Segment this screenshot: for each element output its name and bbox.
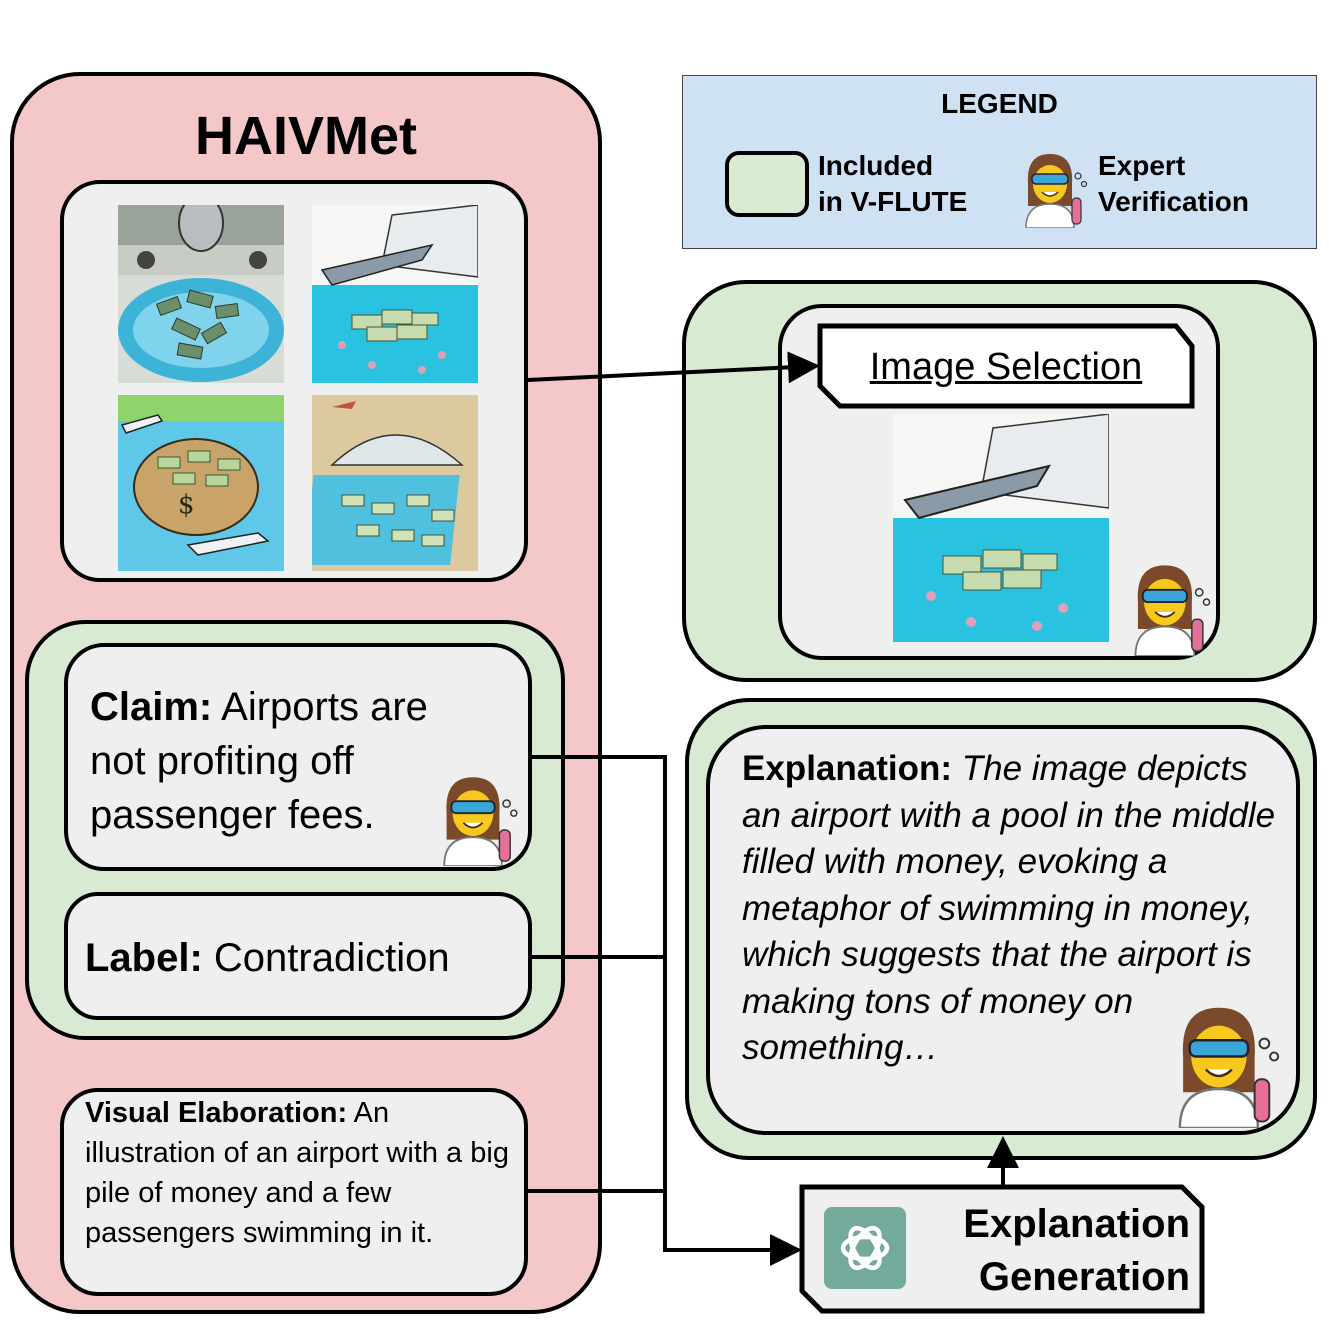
explanation-text: Explanation: The image depicts an airpor… — [742, 746, 1282, 1072]
legend-included-line1: Included — [818, 150, 934, 181]
arrow-images-to-selection — [527, 351, 820, 384]
haivmet-title: HAIVMet — [194, 106, 417, 166]
explanation-generation-label: Explanation Generation — [910, 1198, 1190, 1304]
label-body: Contradiction — [202, 936, 450, 980]
selected-image — [893, 414, 1109, 642]
claim-text: Claim: Airports are not profiting off pa… — [90, 680, 470, 842]
label-text: Label: Contradiction — [85, 935, 525, 981]
legend-swatch-included — [725, 151, 809, 217]
legend-expert-line2: Verification — [1098, 186, 1249, 217]
claim-body: Airports are not profiting off passenger… — [90, 685, 428, 837]
expert-verification-icon — [443, 777, 518, 866]
legend-expert-label: Expert Verification — [1098, 148, 1249, 220]
legend-expert-line1: Expert — [1098, 150, 1186, 181]
expert-verification-icon — [1134, 565, 1211, 656]
generated-image-2 — [312, 205, 478, 383]
arrow-claim-to-generation — [532, 755, 802, 1266]
legend-included-line2: in V-FLUTE — [818, 186, 968, 217]
expert-verification-icon — [1178, 1007, 1280, 1128]
visual-elaboration-prefix: Visual Elaboration: — [85, 1097, 348, 1129]
legend-included-label: Included in V-FLUTE — [818, 148, 967, 220]
claim-prefix: Claim: — [90, 685, 213, 729]
explanation-generation-line2: Generation — [978, 1255, 1190, 1299]
generated-image-3: $ — [118, 395, 284, 571]
legend-title: LEGEND — [941, 88, 1058, 119]
label-box — [64, 892, 532, 1020]
image-selection-label: Image Selection — [869, 346, 1143, 388]
expert-verification-icon — [1025, 154, 1088, 228]
visual-elaboration-body: An illustration of an airport with a big… — [85, 1097, 509, 1249]
explanation-prefix: Explanation: — [742, 749, 953, 788]
label-prefix: Label: — [85, 936, 203, 980]
generated-image-4 — [312, 395, 478, 571]
explanation-body: The image depicts an airport with a pool… — [742, 749, 1276, 1067]
visual-elaboration-text: Visual Elaboration: An illustration of a… — [85, 1093, 515, 1253]
explanation-generation-line1: Explanation — [963, 1202, 1190, 1246]
generated-image-1 — [118, 205, 284, 383]
svg-text:$: $ — [178, 490, 195, 520]
visual-elaboration-box — [60, 1088, 528, 1296]
image-selection-label-shape — [817, 323, 1195, 409]
openai-logo-icon — [824, 1207, 906, 1289]
